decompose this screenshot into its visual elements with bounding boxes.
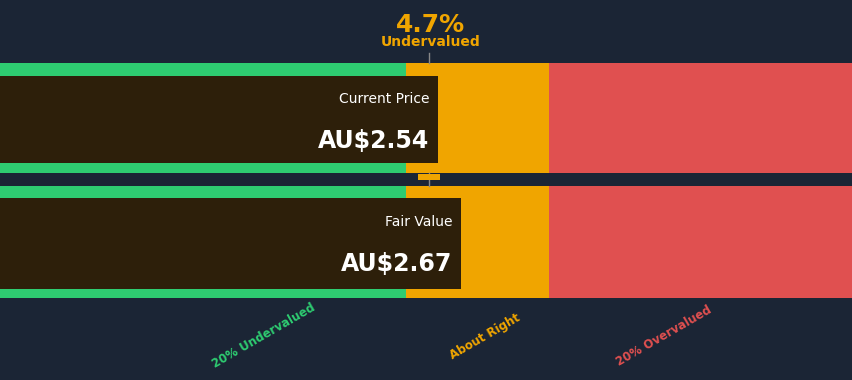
Text: Undervalued: Undervalued (381, 35, 480, 49)
Bar (0, 76, 437, 163)
Bar (406, 76, 549, 160)
Bar (406, 285, 549, 298)
Bar (0, 200, 406, 285)
Text: Current Price: Current Price (338, 92, 429, 106)
Bar (417, 174, 440, 180)
Bar (0, 63, 406, 76)
Bar (549, 76, 852, 160)
Bar (549, 200, 852, 285)
Bar (406, 186, 549, 200)
Text: About Right: About Right (447, 311, 522, 362)
Bar (0, 76, 406, 160)
Text: AU$2.54: AU$2.54 (318, 128, 429, 153)
Bar (406, 160, 549, 173)
Text: AU$2.67: AU$2.67 (340, 252, 452, 276)
Bar (0, 285, 406, 298)
Bar (406, 63, 549, 76)
Bar (0, 186, 406, 200)
Bar (0, 160, 406, 173)
Bar (549, 160, 852, 173)
Text: 20% Overvalued: 20% Overvalued (613, 304, 713, 369)
Text: 4.7%: 4.7% (395, 13, 465, 37)
Bar (549, 186, 852, 200)
Bar (0, 198, 460, 289)
Bar (406, 200, 549, 285)
Text: Fair Value: Fair Value (384, 215, 452, 229)
Bar (549, 63, 852, 76)
Text: 20% Undervalued: 20% Undervalued (210, 301, 317, 371)
Bar (549, 285, 852, 298)
